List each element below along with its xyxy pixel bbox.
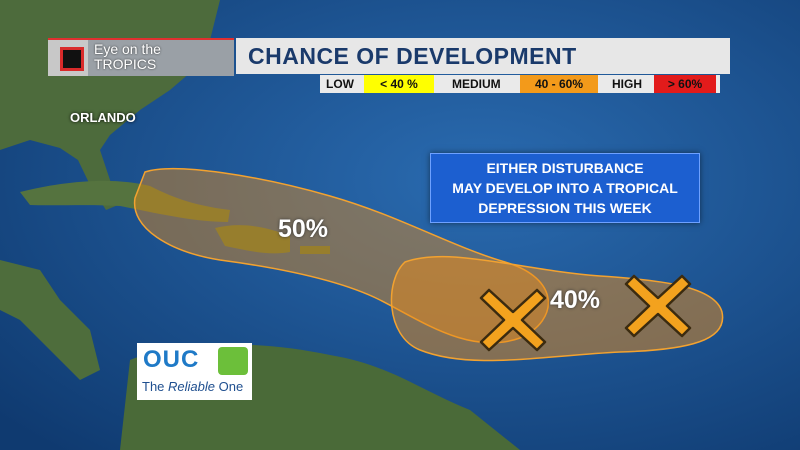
x-marker — [624, 274, 692, 338]
puerto-rico-island — [300, 246, 330, 254]
graphic-title: CHANCE OF DEVELOPMENT — [236, 38, 730, 74]
cuba-island — [20, 180, 230, 222]
legend-low-swatch: < 40 % — [364, 75, 434, 93]
ouc-tagline: The Reliable One — [142, 379, 243, 394]
chance-label-50: 50% — [278, 215, 329, 243]
bug-line1: Eye on the — [94, 41, 161, 57]
info-line1: EITHER DISTURBANCE — [486, 160, 644, 176]
info-line2: MAY DEVELOP INTO A TROPICAL — [452, 180, 678, 196]
legend-medium-swatch: 40 - 60% — [520, 75, 598, 93]
ouc-wordmark: OUC — [143, 346, 200, 373]
bug-square-icon — [60, 47, 84, 71]
info-box: EITHER DISTURBANCE MAY DEVELOP INTO A TR… — [430, 153, 700, 223]
bug-line2: TROPICS — [94, 56, 157, 72]
info-line3: DEPRESSION THIS WEEK — [478, 200, 652, 216]
leaf-icon — [218, 347, 248, 375]
tagline-italic: Reliable — [168, 379, 215, 394]
eye-on-tropics-bug: Eye on the TROPICS — [48, 38, 234, 76]
city-label-orlando: ORLANDO — [70, 110, 136, 125]
legend-high-label: HIGH — [612, 77, 642, 91]
central-america — [0, 260, 100, 380]
development-legend: LOW < 40 % MEDIUM 40 - 60% HIGH > 60% — [320, 75, 720, 93]
bug-brand-panel — [88, 40, 234, 76]
legend-high-swatch: > 60% — [654, 75, 716, 93]
legend-low-label: LOW — [326, 77, 354, 91]
ouc-logo: OUC The Reliable One — [137, 343, 252, 400]
chance-label-40: 40% — [550, 286, 601, 314]
x-marker — [479, 288, 547, 352]
hispaniola-island — [215, 225, 290, 254]
tagline-suffix: One — [215, 379, 244, 394]
legend-medium-label: MEDIUM — [452, 77, 501, 91]
tagline-prefix: The — [142, 379, 169, 394]
